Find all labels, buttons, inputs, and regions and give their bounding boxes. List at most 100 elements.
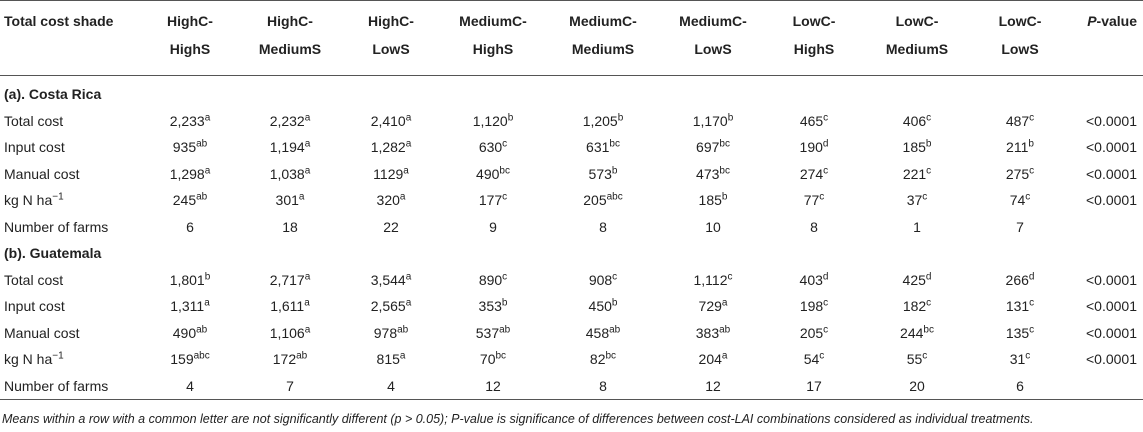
cell-value: 978 [373,324,398,341]
row-label: Manual cost [0,161,140,188]
header-line: LowC- [792,13,836,29]
header-line: HighC- [167,13,213,29]
table-body: (a). Costa Rica Total cost 2,233a 2,232a 2,4… [0,76,1143,400]
cell-value: 17 [806,377,822,394]
cell-letters: bc [495,350,507,362]
cell-letters: c [819,350,825,362]
cell: 1129a [340,161,442,188]
label-text: Total cost [4,271,64,288]
cell-value: 383 [695,324,720,341]
cell-letters: a [399,191,406,203]
cell: 8 [764,214,864,241]
cell-letters: ab [719,324,731,336]
cell: 198c [764,293,864,320]
cell-letters: ab [499,324,511,336]
cell-letters: c [922,350,928,362]
cell-value: 177 [478,192,503,209]
cell-value: 1129 [373,165,404,182]
p-value: <0.0001 [1086,112,1137,129]
pvalue-header: P-value [1070,0,1143,76]
label-sup: −1 [52,191,64,203]
cell: 274c [764,161,864,188]
cell-value: 630 [478,139,503,156]
cell: 12 [662,373,764,400]
row-label: Total cost [0,108,140,135]
cell-value: 198 [799,298,824,315]
cell-value: 301 [275,192,299,209]
cell-letters: c [926,297,932,309]
cell-value: 18 [282,218,298,235]
cell-value: 4 [186,377,194,394]
cell-value: 6 [1016,377,1024,394]
cell-letters: bc [499,165,510,177]
p-value: <0.0001 [1086,271,1137,288]
cell-letters: bc [719,165,730,177]
p-value-empty [1070,214,1143,241]
cell-value: 275 [1005,165,1030,182]
cell: 2,233a [140,108,240,135]
section-title: (a). Costa Rica [4,86,102,103]
label-text: Input cost [4,298,65,315]
cell-letters: abc [193,350,210,362]
label-text: Input cost [4,139,65,156]
cell-letters: a [204,297,210,309]
column-header: MediumC- HighS [442,0,544,76]
cell: 1,038a [240,161,340,188]
p-value: <0.0001 [1086,165,1137,182]
cell: 1 [864,214,970,241]
cell: 17 [764,373,864,400]
cell-value: 205 [583,192,607,209]
cell: 131c [970,293,1070,320]
row-label: Number of farms [0,214,140,241]
cell-value: 20 [909,377,925,394]
data-row: Input cost 935ab 1,194a 1,282a 630c 631bc 697b… [0,134,1143,161]
column-header: HighC- MediumS [240,0,340,76]
cell-value: 1,801 [169,271,205,288]
cell: 473bc [662,161,764,188]
label-text: Total cost [4,112,64,129]
cell: 6 [970,373,1070,400]
cell-value: 353 [478,298,502,315]
cell-letters: b [611,297,618,309]
header-line: LowS [1001,41,1039,57]
cell: 537ab [442,320,544,347]
cell: 8 [544,214,662,241]
p-value: <0.0001 [1086,139,1137,156]
cell: 9 [442,214,544,241]
data-row: Total cost 1,801b 2,717a 3,544a 890c 908c 1,11… [0,267,1143,294]
cell-letters: c [1025,350,1031,362]
cell: 18 [240,214,340,241]
cell-value: 7 [286,377,294,394]
p-value: <0.0001 [1086,351,1137,368]
label-text: Number of farms [4,377,109,394]
cell: 177c [442,187,544,214]
cell-value: 1,038 [269,165,305,182]
cell: 631bc [544,134,662,161]
cell-letters: a [204,165,211,177]
cell: 490bc [442,161,544,188]
cell: 383ab [662,320,764,347]
cell: 487c [970,108,1070,135]
cell: 1,311a [140,293,240,320]
cell-value: 1,311 [170,298,205,315]
cell: 1,106a [240,320,340,347]
cell: 403d [764,267,864,294]
cell: 425d [864,267,970,294]
cell: 3,544a [340,267,442,294]
cell-value: 729 [698,298,722,315]
cell: 20 [864,373,970,400]
cell-letters: c [1029,297,1035,309]
cell-letters: d [925,271,932,283]
cell-letters: b [501,297,508,309]
cell-value: 12 [485,377,501,394]
cell-letters: a [405,138,412,150]
cell-letters: ab [196,138,208,150]
cell-value: 221 [902,165,927,182]
header-line: LowC- [895,13,939,29]
cell-value: 8 [599,377,607,394]
header-line: MediumC- [569,13,637,29]
cell-value: 573 [588,165,612,182]
cell-letters: b [204,271,211,283]
cell-letters: a [403,165,409,177]
cell-letters: a [405,271,412,283]
